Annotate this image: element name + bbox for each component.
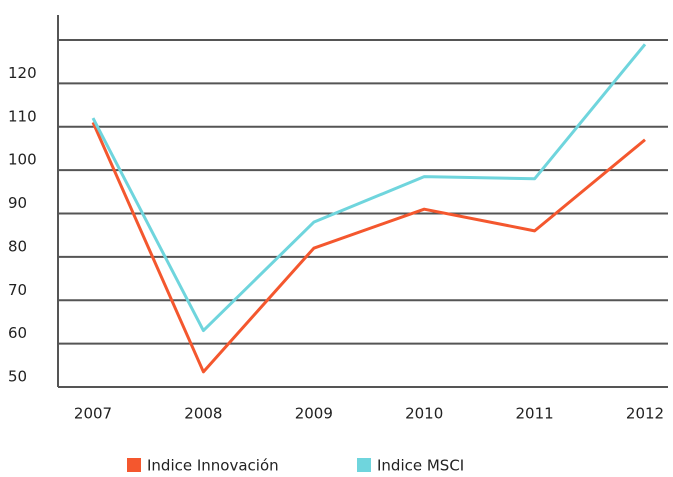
y-tick-label: 120 bbox=[8, 64, 37, 82]
line-series bbox=[91, 43, 647, 333]
legend-swatch bbox=[127, 458, 141, 472]
x-tick-label: 2012 bbox=[626, 405, 664, 423]
y-tick-label: 50 bbox=[8, 368, 27, 386]
x-tick-label: 2007 bbox=[74, 405, 112, 423]
y-tick-label: 60 bbox=[8, 324, 27, 342]
x-tick-label: 2011 bbox=[516, 405, 554, 423]
x-tick-label: 2008 bbox=[184, 405, 222, 423]
legend-swatch bbox=[357, 458, 371, 472]
legend-label: Indice MSCI bbox=[377, 457, 464, 475]
y-tick-label: 90 bbox=[8, 194, 27, 212]
x-tick-label: 2009 bbox=[295, 405, 333, 423]
x-tick-label: 2010 bbox=[405, 405, 443, 423]
y-tick-label: 80 bbox=[8, 237, 27, 255]
legend-label: Indice Innovación bbox=[147, 457, 279, 475]
y-tick-label: 70 bbox=[8, 281, 27, 299]
y-tick-label: 110 bbox=[8, 107, 37, 125]
line-series bbox=[91, 121, 646, 374]
y-tick-label: 100 bbox=[8, 151, 37, 169]
